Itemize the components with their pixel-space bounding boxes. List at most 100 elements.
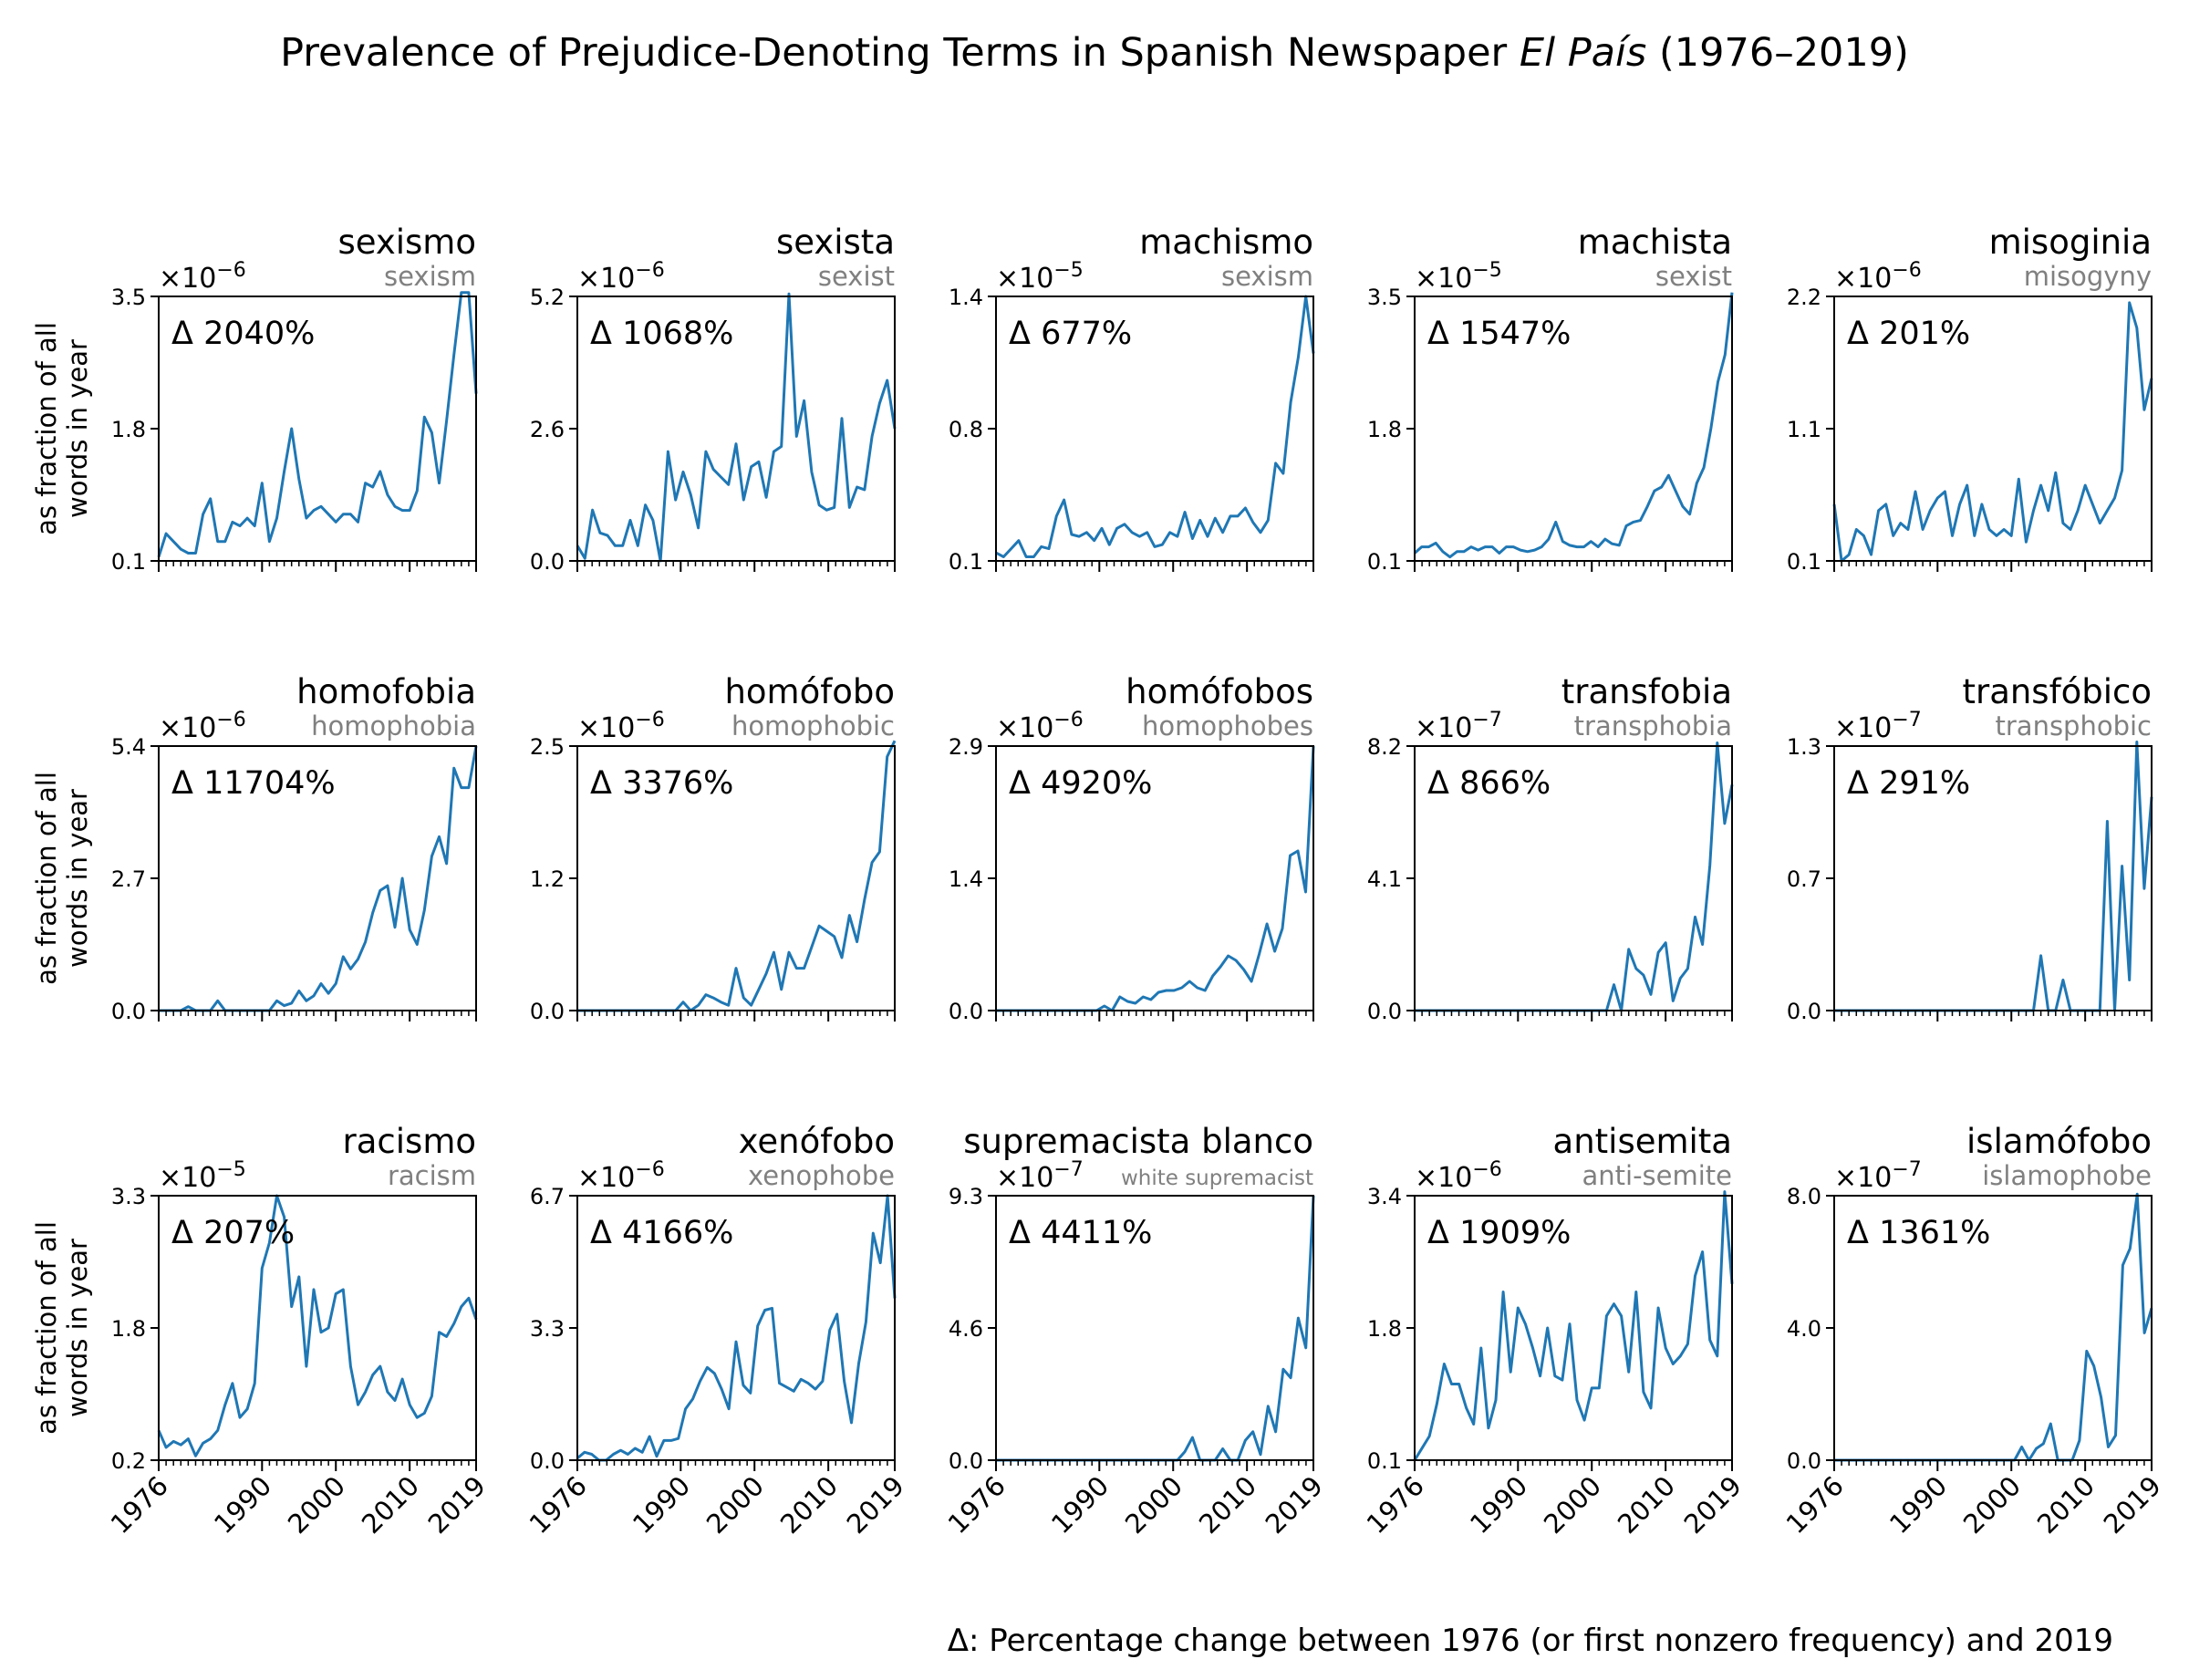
panel-translation: sexist: [1655, 261, 1732, 292]
x-tick-label: 1990: [1045, 1470, 1115, 1540]
y-tick-label: 6.7: [530, 1184, 565, 1209]
panel-translation: sexist: [818, 261, 895, 292]
y-tick-label: 1.2: [530, 866, 565, 892]
y-tick-label: 0.7: [1787, 866, 1821, 892]
y-tick-label: 2.6: [530, 417, 565, 442]
y-tick-label: 0.1: [1787, 549, 1821, 575]
panel-translation: misogyny: [2024, 261, 2152, 292]
exponent-base: ×10: [577, 1162, 635, 1194]
y-tick-label: 3.4: [1367, 1184, 1402, 1209]
delta-label: Δ 1068%: [590, 316, 733, 352]
y-tick-label: 3.5: [1367, 285, 1402, 310]
panel-exponent: ×10−6: [1834, 259, 1922, 295]
exponent-power: −6: [216, 259, 245, 282]
y-axis-label-line1: as fraction of all: [31, 772, 62, 985]
y-tick-label: 1.3: [1787, 734, 1821, 760]
panel-translation: xenophobe: [748, 1160, 895, 1191]
series-line: [1413, 292, 1734, 559]
delta-label: Δ 3376%: [590, 765, 733, 802]
exponent-base: ×10: [1415, 712, 1472, 744]
x-tick-label: 1990: [627, 1470, 696, 1540]
y-tick-label: 1.4: [949, 285, 983, 310]
panel-exponent: ×10−6: [577, 259, 665, 295]
x-tick-label: 2000: [282, 1470, 351, 1540]
panel-translation: homophobia: [311, 710, 476, 741]
title-main: Prevalence of Prejudice-Denoting Terms i…: [280, 30, 1520, 76]
panel-translation: anti-semite: [1582, 1160, 1732, 1191]
panel-exponent: ×10−5: [1415, 259, 1502, 295]
series-line: [995, 295, 1315, 558]
exponent-power: −7: [1053, 1158, 1083, 1181]
exponent-power: −6: [635, 1158, 664, 1181]
delta-label: Δ 201%: [1847, 316, 1970, 352]
y-tick-label: 3.5: [111, 285, 146, 310]
y-tick-label: 9.3: [949, 1184, 983, 1209]
exponent-power: −6: [1892, 259, 1921, 282]
y-tick-label: 1.8: [1367, 1316, 1402, 1342]
y-tick-label: 0.0: [530, 1448, 565, 1474]
delta-label: Δ 4920%: [1009, 765, 1152, 802]
y-tick-label: 2.2: [1787, 285, 1821, 310]
y-axis-label-line1: as fraction of all: [31, 322, 62, 535]
y-axis-label-line2: words in year: [62, 789, 93, 968]
exponent-power: −6: [1472, 1158, 1501, 1181]
x-tick-label: 2019: [422, 1470, 492, 1540]
exponent-base: ×10: [159, 263, 216, 295]
x-tick-label: 2019: [1678, 1470, 1748, 1540]
y-tick-label: 8.2: [1367, 734, 1402, 760]
y-tick-label: 4.6: [949, 1316, 983, 1342]
y-tick-label: 1.4: [949, 866, 983, 892]
series-line: [576, 1194, 897, 1462]
panel-exponent: ×10−6: [159, 709, 246, 744]
panel-exponent: ×10−7: [1834, 709, 1922, 744]
panel-term: supremacista blanco: [963, 1122, 1313, 1161]
y-tick-label: 0.1: [1367, 549, 1402, 575]
panel-exponent: ×10−7: [996, 1158, 1084, 1194]
panel-term: sexismo: [337, 223, 476, 262]
y-tick-label: 0.0: [1787, 1448, 1821, 1474]
panel-exponent: ×10−6: [996, 709, 1084, 744]
panel-term: homofobia: [296, 672, 476, 711]
panel-term: machista: [1578, 223, 1732, 262]
title-tail: (1976–2019): [1646, 30, 1909, 76]
panel-translation: sexism: [384, 261, 476, 292]
delta-label: Δ 1547%: [1427, 316, 1571, 352]
y-tick-label: 1.1: [1787, 417, 1821, 442]
x-tick-label: 2019: [2098, 1470, 2167, 1540]
y-tick-label: 4.1: [1367, 866, 1402, 892]
delta-label: Δ 677%: [1009, 316, 1132, 352]
panel-term: antisemita: [1553, 1122, 1732, 1161]
exponent-power: −7: [1892, 709, 1921, 731]
exponent-base: ×10: [159, 712, 216, 744]
y-tick-label: 0.0: [949, 1448, 983, 1474]
panel-term: homófobo: [724, 672, 895, 711]
series-line: [159, 745, 478, 1012]
y-tick-label: 5.2: [530, 285, 565, 310]
series-line: [1832, 301, 2153, 563]
y-axis-label-line2: words in year: [62, 1239, 93, 1417]
x-tick-label: 1976: [942, 1470, 1012, 1540]
panel-exponent: ×10−7: [1415, 709, 1502, 744]
delta-label: Δ 11704%: [171, 765, 336, 802]
panel-exponent: ×10−5: [996, 259, 1084, 295]
y-tick-label: 1.8: [111, 417, 146, 442]
y-tick-label: 0.8: [949, 417, 983, 442]
y-tick-label: 0.0: [949, 999, 983, 1024]
x-tick-label: 2010: [356, 1470, 425, 1540]
x-tick-label: 2019: [1260, 1470, 1329, 1540]
y-tick-label: 1.8: [1367, 417, 1402, 442]
series-line: [1413, 1190, 1734, 1461]
exponent-power: −5: [1053, 259, 1083, 282]
panel-translation: transphobic: [1996, 710, 2153, 741]
panel-term: sexista: [776, 223, 895, 262]
panel-exponent: ×10−5: [159, 1158, 246, 1194]
series-line: [157, 291, 478, 558]
y-tick-label: 0.0: [1787, 999, 1821, 1024]
